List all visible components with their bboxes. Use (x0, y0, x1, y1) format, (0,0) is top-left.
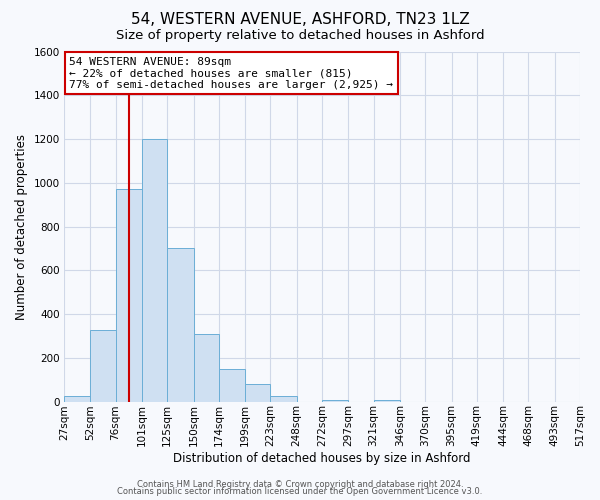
Bar (374, 400, 400, 402)
Y-axis label: Number of detached properties: Number of detached properties (15, 134, 28, 320)
Bar (91, 330, 116, 402)
Bar (322, 400, 349, 402)
Bar (116, 190, 142, 402)
Bar (194, 334, 219, 402)
Bar (64, 396, 91, 402)
Bar (142, 139, 167, 402)
X-axis label: Distribution of detached houses by size in Ashford: Distribution of detached houses by size … (173, 452, 471, 465)
Bar (245, 384, 271, 402)
Text: 54 WESTERN AVENUE: 89sqm
← 22% of detached houses are smaller (815)
77% of semi-: 54 WESTERN AVENUE: 89sqm ← 22% of detach… (69, 57, 393, 90)
Text: Contains public sector information licensed under the Open Government Licence v3: Contains public sector information licen… (118, 488, 482, 496)
Text: Size of property relative to detached houses in Ashford: Size of property relative to detached ho… (116, 29, 484, 42)
Bar (219, 368, 245, 402)
Bar (167, 248, 194, 402)
Bar (271, 396, 297, 402)
Text: 54, WESTERN AVENUE, ASHFORD, TN23 1LZ: 54, WESTERN AVENUE, ASHFORD, TN23 1LZ (131, 12, 469, 28)
Text: Contains HM Land Registry data © Crown copyright and database right 2024.: Contains HM Land Registry data © Crown c… (137, 480, 463, 489)
